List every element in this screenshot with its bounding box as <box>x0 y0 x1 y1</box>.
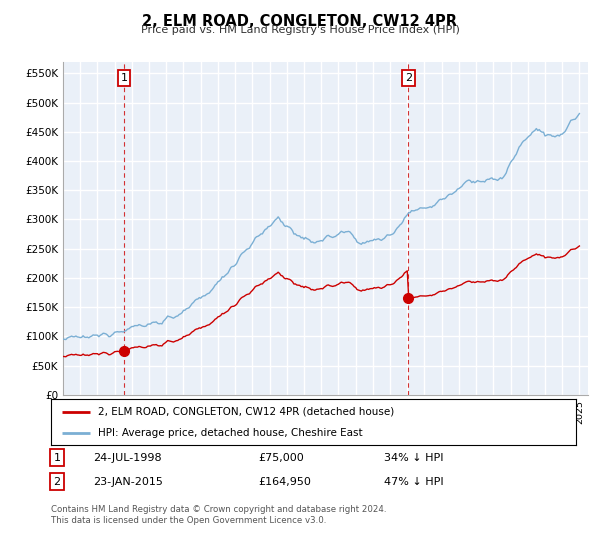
Text: 34% ↓ HPI: 34% ↓ HPI <box>384 452 443 463</box>
Text: HPI: Average price, detached house, Cheshire East: HPI: Average price, detached house, Ches… <box>98 428 363 438</box>
Text: 1: 1 <box>53 452 61 463</box>
Text: Price paid vs. HM Land Registry's House Price Index (HPI): Price paid vs. HM Land Registry's House … <box>140 25 460 35</box>
Text: 2, ELM ROAD, CONGLETON, CW12 4PR: 2, ELM ROAD, CONGLETON, CW12 4PR <box>143 14 458 29</box>
Text: £164,950: £164,950 <box>258 477 311 487</box>
Text: 23-JAN-2015: 23-JAN-2015 <box>93 477 163 487</box>
Text: 47% ↓ HPI: 47% ↓ HPI <box>384 477 443 487</box>
Text: 1: 1 <box>121 73 128 83</box>
Text: Contains HM Land Registry data © Crown copyright and database right 2024.
This d: Contains HM Land Registry data © Crown c… <box>51 505 386 525</box>
Text: 2: 2 <box>53 477 61 487</box>
Text: £75,000: £75,000 <box>258 452 304 463</box>
Text: 2: 2 <box>405 73 412 83</box>
Text: 24-JUL-1998: 24-JUL-1998 <box>93 452 161 463</box>
Text: 2, ELM ROAD, CONGLETON, CW12 4PR (detached house): 2, ELM ROAD, CONGLETON, CW12 4PR (detach… <box>98 407 395 417</box>
